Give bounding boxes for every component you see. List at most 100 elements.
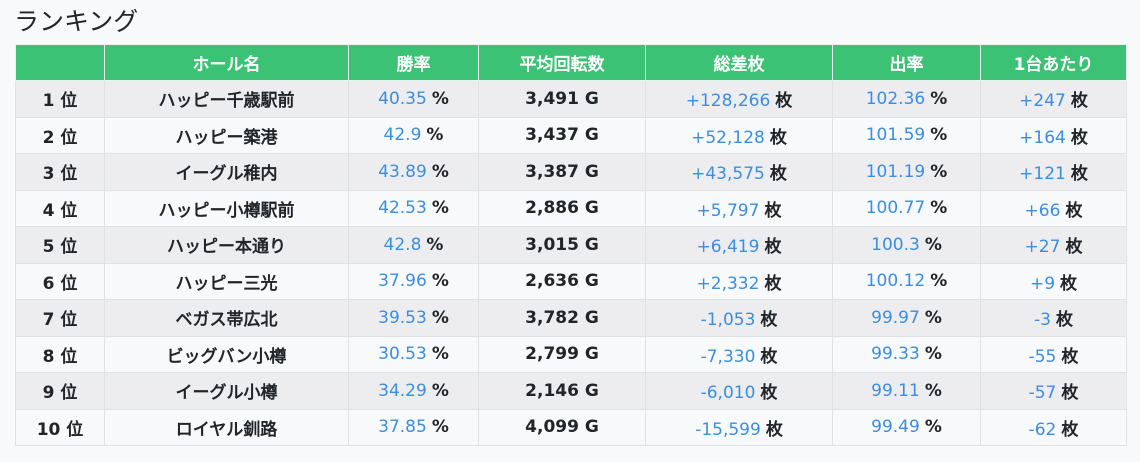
column-header-hall-name[interactable]: ホール名 xyxy=(104,44,349,81)
unit: 枚 xyxy=(764,200,782,221)
value: 42.8 xyxy=(383,234,422,255)
cell-rate: 99.11% xyxy=(832,372,981,410)
unit: 枚 xyxy=(769,127,787,148)
cell-win: 42.8% xyxy=(348,226,479,264)
unit: 枚 xyxy=(1061,346,1079,367)
cell-per: -3 枚 xyxy=(980,299,1127,337)
cell-spins: 3,491 G xyxy=(478,80,646,118)
cell-rate: 100.77% xyxy=(832,189,981,227)
unit: % xyxy=(924,417,942,438)
unit: 枚 xyxy=(764,237,782,258)
cell-per: +27 枚 xyxy=(980,226,1127,264)
value: 100.3 xyxy=(871,234,920,255)
value: 40.35 xyxy=(378,88,427,109)
unit: 枚 xyxy=(1061,383,1079,404)
unit: 枚 xyxy=(760,346,778,367)
cell-spins: 2,146 G xyxy=(478,372,646,410)
value: +66 xyxy=(1024,200,1061,221)
value: 102.36 xyxy=(865,88,926,109)
unit: 枚 xyxy=(1070,164,1088,185)
cell-diff: +52,128 枚 xyxy=(645,116,833,154)
value: 99.49 xyxy=(871,417,920,438)
cell-hall: イーグル小樽 xyxy=(104,372,349,410)
column-header-total-diff[interactable]: 総差枚 xyxy=(645,44,833,81)
value: +164 xyxy=(1019,127,1066,148)
cell-diff: +128,266 枚 xyxy=(645,80,833,118)
cell-hall: ビッグバン小樽 xyxy=(104,335,349,373)
unit: 枚 xyxy=(760,310,778,331)
value: 99.33 xyxy=(871,344,920,365)
unit: % xyxy=(431,417,449,438)
unit: 枚 xyxy=(760,383,778,404)
value: 100.77 xyxy=(865,198,926,219)
cell-diff: +2,332 枚 xyxy=(645,262,833,300)
unit: % xyxy=(431,380,449,401)
cell-rank: 10 位 xyxy=(15,408,105,446)
cell-rank: 4 位 xyxy=(15,189,105,227)
unit: % xyxy=(924,307,942,328)
value: -57 xyxy=(1028,383,1057,404)
cell-rank: 3 位 xyxy=(15,153,105,191)
cell-win: 37.85% xyxy=(348,408,479,446)
value: 101.59 xyxy=(865,125,926,146)
cell-hall: イーグル稚内 xyxy=(104,153,349,191)
unit: 枚 xyxy=(1061,419,1079,440)
value: +6,419 xyxy=(696,237,760,258)
column-header-rank[interactable] xyxy=(15,44,105,81)
value: 34.29 xyxy=(378,380,427,401)
column-header-win-rate[interactable]: 勝率 xyxy=(348,44,479,81)
cell-hall: ハッピー築港 xyxy=(104,116,349,154)
column-header-payout-rate[interactable]: 出率 xyxy=(832,44,981,81)
cell-hall: ロイヤル釧路 xyxy=(104,408,349,446)
cell-win: 43.89% xyxy=(348,153,479,191)
cell-spins: 3,782 G xyxy=(478,299,646,337)
unit: % xyxy=(930,161,948,182)
unit: 枚 xyxy=(1060,273,1078,294)
value: 42.9 xyxy=(383,125,422,146)
cell-diff: +43,575 枚 xyxy=(645,153,833,191)
value: 43.89 xyxy=(378,161,427,182)
cell-rank: 9 位 xyxy=(15,372,105,410)
unit: % xyxy=(431,161,449,182)
value: 30.53 xyxy=(378,344,427,365)
cell-per: +247 枚 xyxy=(980,80,1127,118)
cell-hall: ハッピー本通り xyxy=(104,226,349,264)
cell-spins: 2,886 G xyxy=(478,189,646,227)
value: 37.96 xyxy=(378,271,427,292)
cell-rate: 101.19% xyxy=(832,153,981,191)
unit: % xyxy=(431,271,449,292)
table-row: 10 位ロイヤル釧路 37.85% 4,099 G -15,599 枚 99.49% -62… xyxy=(15,408,1127,446)
unit: 枚 xyxy=(1065,200,1083,221)
cell-per: +66 枚 xyxy=(980,189,1127,227)
value: -55 xyxy=(1028,346,1057,367)
value: +43,575 xyxy=(691,164,765,185)
cell-per: +164 枚 xyxy=(980,116,1127,154)
unit: % xyxy=(431,344,449,365)
cell-diff: -7,330 枚 xyxy=(645,335,833,373)
cell-spins: 3,437 G xyxy=(478,116,646,154)
column-header-per-machine[interactable]: 1台あたり xyxy=(980,44,1127,81)
unit: % xyxy=(431,307,449,328)
unit: % xyxy=(924,344,942,365)
table-row: 3 位イーグル稚内 43.89% 3,387 G +43,575 枚 101.19% +12… xyxy=(15,153,1127,191)
cell-hall: ハッピー三光 xyxy=(104,262,349,300)
cell-spins: 3,015 G xyxy=(478,226,646,264)
cell-spins: 3,387 G xyxy=(478,153,646,191)
cell-rank: 5 位 xyxy=(15,226,105,264)
cell-win: 34.29% xyxy=(348,372,479,410)
value: +9 xyxy=(1029,273,1056,294)
table-row: 4 位ハッピー小樽駅前 42.53% 2,886 G +5,797 枚 100.77% +6… xyxy=(15,189,1127,227)
value: +121 xyxy=(1019,164,1066,185)
table-row: 5 位ハッピー本通り 42.8% 3,015 G +6,419 枚 100.3% +27 枚 xyxy=(15,226,1127,264)
value: 101.19 xyxy=(865,161,926,182)
table-row: 9 位イーグル小樽 34.29% 2,146 G -6,010 枚 99.11% -57 枚 xyxy=(15,372,1127,410)
value: 42.53 xyxy=(378,198,427,219)
cell-hall: ハッピー小樽駅前 xyxy=(104,189,349,227)
unit: 枚 xyxy=(775,91,793,112)
unit: % xyxy=(930,271,948,292)
cell-win: 30.53% xyxy=(348,335,479,373)
column-header-avg-spins[interactable]: 平均回転数 xyxy=(478,44,646,81)
unit: % xyxy=(930,88,948,109)
value: -7,330 xyxy=(700,346,756,367)
unit: % xyxy=(930,125,948,146)
